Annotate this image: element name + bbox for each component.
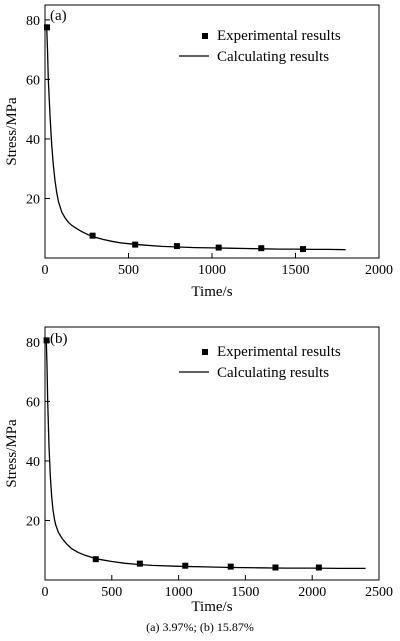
x-axis-label: Time/s (191, 599, 232, 615)
experimental-point (44, 24, 51, 31)
x-tick-label: 1500 (231, 585, 259, 600)
y-axis-label: Stress/MPa (4, 419, 20, 488)
y-tick-label: 20 (26, 514, 40, 529)
experimental-point (272, 564, 279, 571)
x-tick-label: 1000 (198, 263, 226, 278)
chart-panel-b: 0 500 1000 1500 2000 2500 20 40 60 80 Time/s Stress… (4, 326, 393, 615)
y-tick-label: 40 (26, 133, 40, 148)
x-tick-label: 2000 (298, 585, 326, 600)
y-tick-label: 60 (26, 395, 40, 410)
panel-label: (a) (50, 8, 67, 24)
chart-panel-a: 0 500 1000 1500 2000 20 40 60 80 Time/s Stress/MPa… (4, 4, 393, 300)
x-tick-label: 0 (42, 585, 49, 600)
x-tick-label: 500 (118, 263, 139, 278)
legend-label-experimental: Experimental results (217, 28, 341, 44)
y-tick-label: 80 (26, 336, 40, 351)
y-tick-label: 60 (26, 73, 40, 88)
panel-label: (b) (50, 331, 68, 347)
experimental-point (315, 564, 322, 571)
experimental-point (173, 243, 180, 250)
experimental-point (136, 560, 143, 567)
x-tick-label: 500 (101, 585, 122, 600)
x-tick-label: 1500 (282, 263, 310, 278)
x-tick-label: 2500 (365, 585, 393, 600)
x-axis-label: Time/s (191, 284, 232, 300)
experimental-point (182, 562, 189, 569)
legend-label-calculated: Calculating results (217, 49, 329, 65)
experimental-point (89, 232, 96, 239)
x-tick-label: 1000 (165, 585, 193, 600)
calculated-curve (45, 340, 366, 570)
experimental-point (92, 556, 99, 563)
experimental-point (43, 337, 50, 344)
y-axis-label: Stress/MPa (4, 97, 20, 166)
experimental-point (258, 245, 265, 252)
experimental-point (215, 244, 222, 251)
plot-frame (44, 326, 380, 581)
x-tick-label: 2000 (365, 263, 393, 278)
legend-marker-experimental (202, 349, 208, 355)
legend-marker-experimental (202, 33, 208, 39)
x-tick-label: 0 (42, 263, 49, 278)
experimental-point (300, 246, 307, 253)
legend-label-experimental: Experimental results (217, 344, 341, 360)
figure-caption: (a) 3.97%; (b) 15.87% (146, 620, 254, 634)
y-tick-label: 20 (26, 192, 40, 207)
y-tick-label: 80 (26, 14, 40, 29)
y-tick-label: 40 (26, 455, 40, 470)
experimental-point (227, 563, 234, 570)
legend-label-calculated: Calculating results (217, 365, 329, 381)
experimental-point (132, 241, 139, 248)
